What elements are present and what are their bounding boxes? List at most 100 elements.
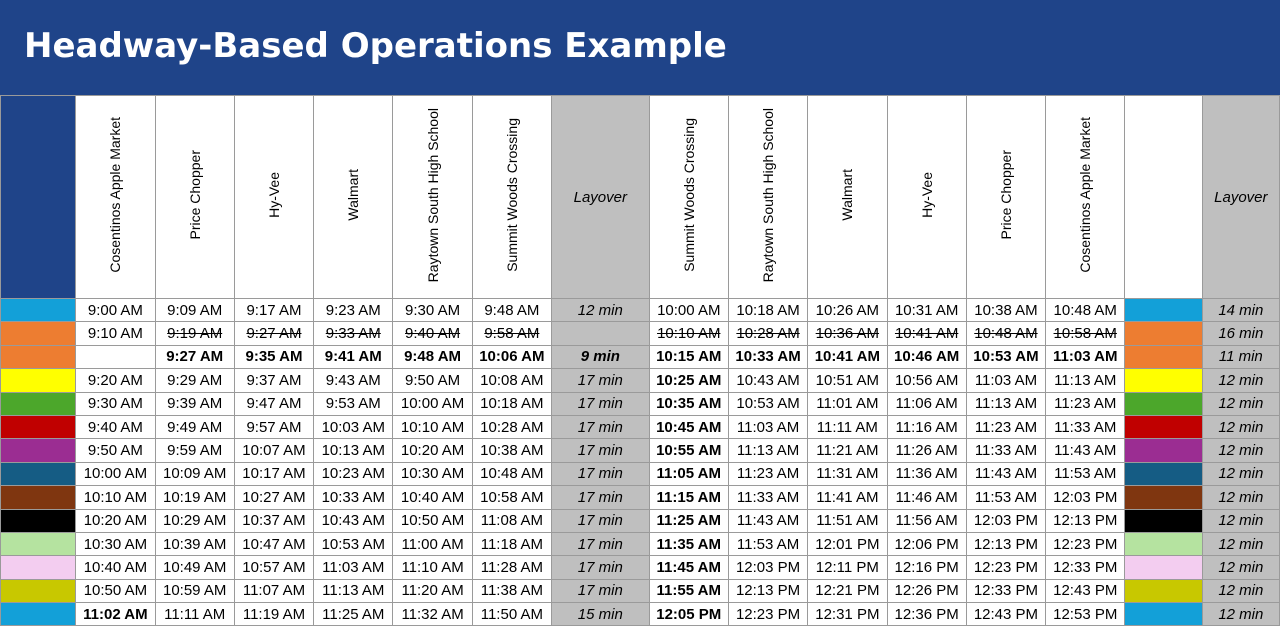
trip-color-swatch [0,414,77,440]
header-stop: Price Chopper [154,95,235,299]
inbound-time: 12:31 PM [807,602,888,626]
layover-duration: 9 min [551,344,650,370]
outbound-time: 10:58 AM [471,485,553,510]
outbound-time: 11:20 AM [392,578,473,604]
header-stop: Walmart [313,95,394,299]
outbound-time: 10:47 AM [233,531,315,557]
layover-duration-2: 12 min [1201,555,1280,580]
inbound-time: 10:35 AM [648,391,729,416]
layover-duration: 12 min [551,297,650,323]
inbound-time: 10:38 AM [965,297,1047,323]
outbound-time: 9:19 AM [154,321,235,346]
trip-color-swatch [0,391,77,416]
trip-color-swatch [0,485,77,510]
inbound-time: 10:55 AM [648,438,729,463]
header-stop-label: Hy-Vee [918,172,935,218]
outbound-time: 9:57 AM [233,414,315,440]
outbound-time: 10:23 AM [313,461,394,487]
outbound-time: 10:37 AM [233,508,315,533]
inbound-time: 12:13 PM [727,578,809,604]
outbound-time: 9:27 AM [233,321,315,346]
outbound-time: 10:40 AM [392,485,473,510]
inbound-time: 11:41 AM [807,485,888,510]
outbound-time: 11:19 AM [233,602,315,626]
outbound-time: 10:09 AM [154,461,235,487]
trip-color-swatch-right [1124,461,1203,487]
inbound-time: 12:03 PM [727,555,809,580]
outbound-time: 9:35 AM [233,344,315,370]
inbound-time: 10:48 AM [965,321,1047,346]
outbound-time: 11:28 AM [471,555,553,580]
inbound-time: 10:00 AM [648,297,729,323]
inbound-time: 11:43 AM [965,461,1047,487]
outbound-time: 9:39 AM [154,391,235,416]
inbound-time: 11:55 AM [648,578,729,604]
inbound-time: 11:36 AM [886,461,967,487]
outbound-time: 9:23 AM [313,297,394,323]
inbound-time: 10:15 AM [648,344,729,370]
inbound-time: 11:43 AM [727,508,809,533]
header-stop-label: Cosentinos Apple Market [107,117,124,273]
inbound-time: 11:13 AM [727,438,809,463]
header-stop: Price Chopper [965,95,1047,299]
inbound-time: 10:36 AM [807,321,888,346]
outbound-time: 10:57 AM [233,555,315,580]
inbound-time: 10:25 AM [648,368,729,393]
inbound-time: 11:23 AM [1045,391,1126,416]
inbound-time: 10:10 AM [648,321,729,346]
inbound-time: 11:25 AM [648,508,729,533]
schedule-row: 9:40 AM 9:49 AM 9:57 AM 10:03 AM 10:10 AM 10:… [0,414,1280,440]
inbound-time: 10:48 AM [1045,297,1126,323]
header-color-key-2 [1124,95,1203,299]
layover-duration-2: 12 min [1201,578,1280,604]
header-stop-label: Raytown South High School [424,107,441,283]
trip-color-swatch-right [1124,531,1203,557]
outbound-time: 9:30 AM [392,297,473,323]
layover-duration-2: 12 min [1201,508,1280,533]
layover-duration: 17 min [551,485,650,510]
outbound-time: 10:27 AM [233,485,315,510]
layover-duration [551,321,650,346]
outbound-time: 11:00 AM [392,531,473,557]
outbound-time: 10:39 AM [154,531,235,557]
inbound-time: 10:43 AM [727,368,809,393]
trip-color-swatch-right [1124,297,1203,323]
inbound-time: 11:11 AM [807,414,888,440]
inbound-time: 12:23 PM [727,602,809,626]
inbound-time: 11:33 AM [1045,414,1126,440]
layover-duration: 17 min [551,368,650,393]
schedule-row: 9:50 AM 9:59 AM 10:07 AM 10:13 AM 10:20 AM 10… [0,438,1280,463]
outbound-time: 10:18 AM [471,391,553,416]
trip-color-swatch-right [1124,485,1203,510]
outbound-time: 10:33 AM [313,485,394,510]
layover-duration-2: 12 min [1201,485,1280,510]
outbound-time: 9:17 AM [233,297,315,323]
outbound-time: 10:19 AM [154,485,235,510]
header-stop: Raytown South High School [392,95,473,299]
schedule-row: 10:50 AM 10:59 AM 11:07 AM 11:13 AM 11:20 AM… [0,578,1280,604]
schedule-row: 10:40 AM 10:49 AM 10:57 AM 11:03 AM 11:10 AM… [0,555,1280,580]
outbound-time: 9:37 AM [233,368,315,393]
inbound-time: 10:45 AM [648,414,729,440]
inbound-time: 10:31 AM [886,297,967,323]
schedule-row: 10:10 AM 10:19 AM 10:27 AM 10:33 AM 10:40 AM… [0,485,1280,510]
layover-duration-2: 16 min [1201,321,1280,346]
outbound-time: 10:00 AM [75,461,156,487]
inbound-time: 11:31 AM [807,461,888,487]
outbound-time: 11:32 AM [392,602,473,626]
header-stop: Cosentinos Apple Market [1045,95,1126,299]
outbound-time: 10:48 AM [471,461,553,487]
header-color-key [0,95,77,299]
outbound-time: 9:33 AM [313,321,394,346]
outbound-time: 11:03 AM [313,555,394,580]
header-stop-label: Walmart [345,169,362,221]
outbound-time: 10:49 AM [154,555,235,580]
inbound-time: 10:51 AM [807,368,888,393]
inbound-time: 11:56 AM [886,508,967,533]
schedule-row: 9:20 AM 9:29 AM 9:37 AM 9:43 AM 9:50 AM 10:08… [0,368,1280,393]
inbound-time: 11:06 AM [886,391,967,416]
outbound-time: 10:28 AM [471,414,553,440]
trip-color-swatch-right [1124,344,1203,370]
schedule-row: 9:00 AM 9:09 AM 9:17 AM 9:23 AM 9:30 AM 9:48 … [0,297,1280,323]
title-bar: Headway-Based Operations Example [0,0,1280,95]
